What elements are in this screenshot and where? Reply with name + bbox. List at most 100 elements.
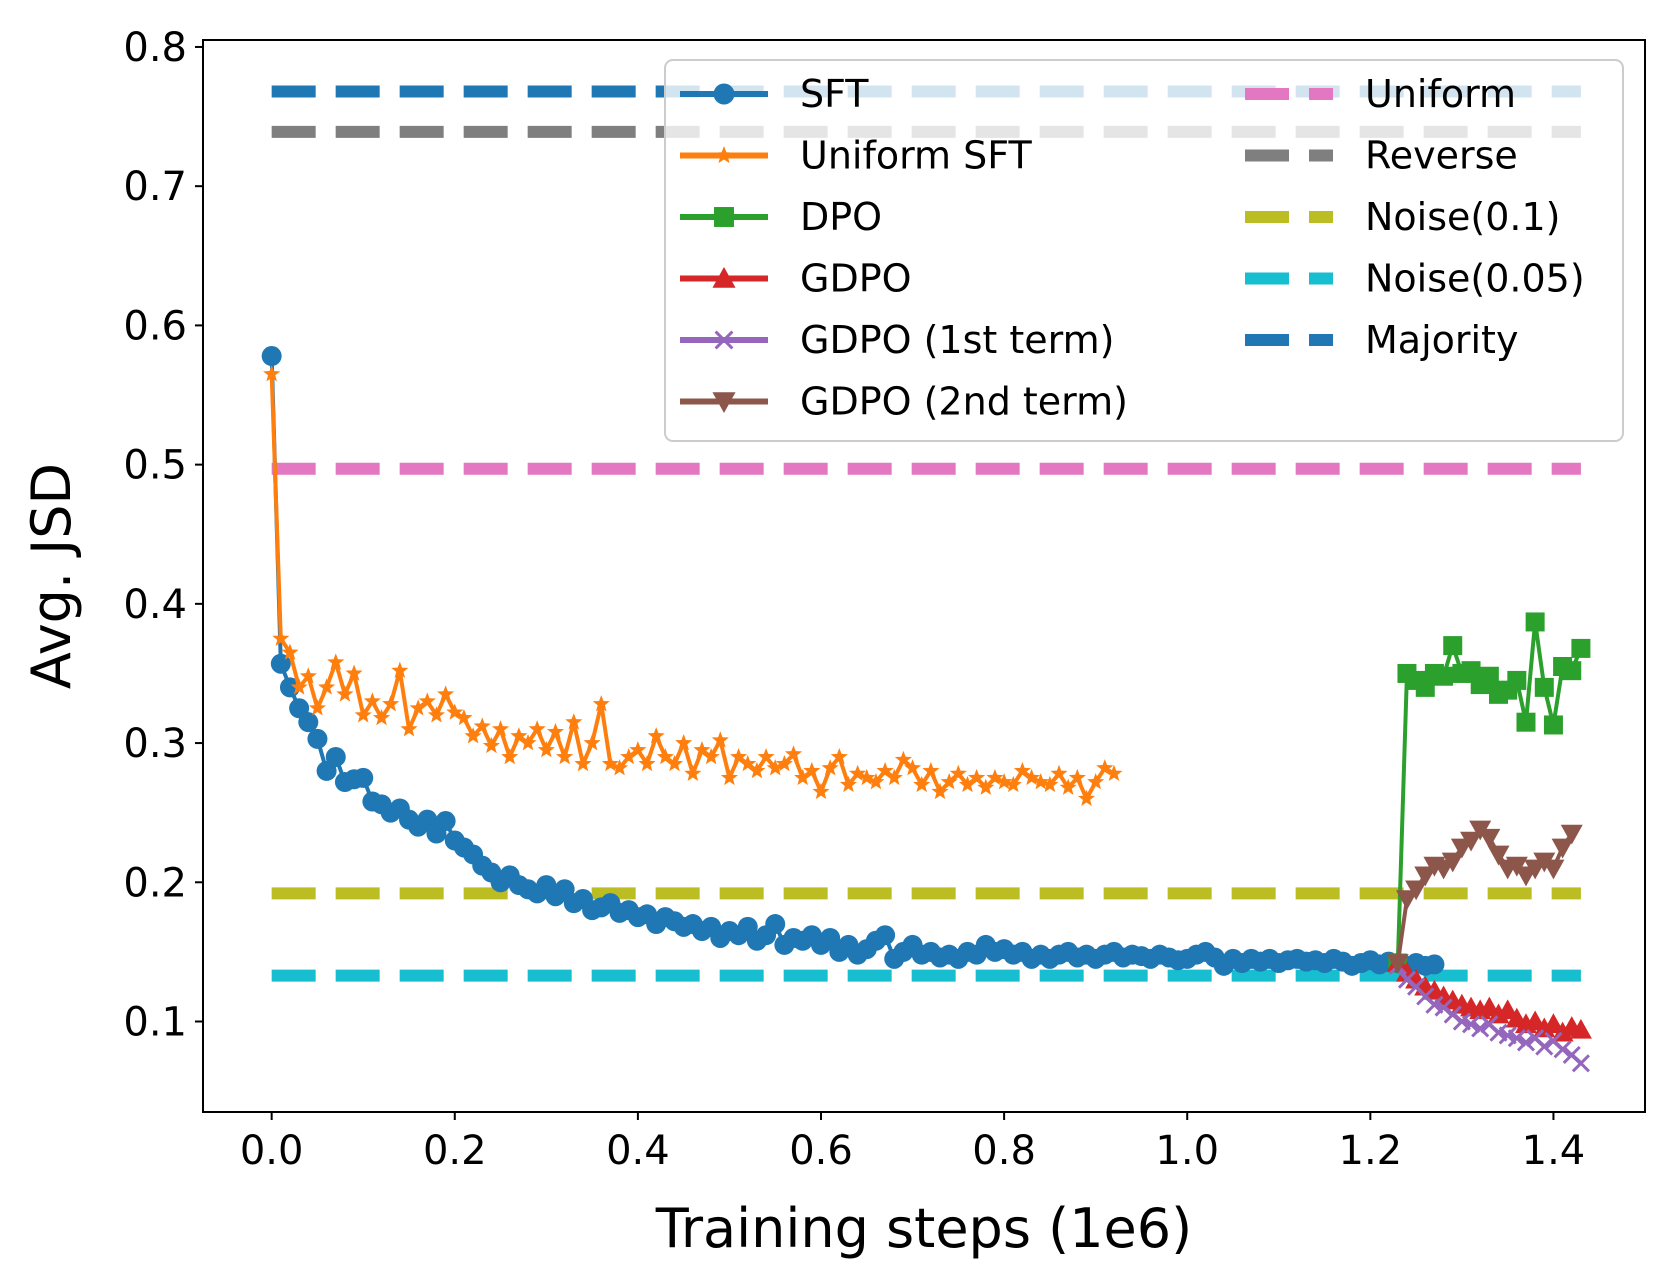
data-point-uniform-sft (308, 699, 326, 716)
data-point-uniform-sft (546, 722, 565, 740)
data-point-sft (1424, 954, 1445, 975)
data-point-uniform-sft (794, 768, 812, 786)
y-tick-label: 0.1 (123, 1000, 187, 1046)
legend-label: GDPO (1st term) (800, 318, 1114, 362)
x-tick-label: 1.0 (1155, 1128, 1219, 1174)
data-point-uniform-sft (336, 685, 354, 702)
data-point-dpo (1571, 638, 1591, 658)
data-point-uniform-sft (473, 717, 491, 734)
legend-entry-uniform-sft: Uniform SFT (680, 134, 1032, 178)
data-point-uniform-sft (656, 747, 674, 765)
series-line-sft (269, 355, 1435, 968)
data-point-uniform-sft (1068, 768, 1086, 786)
data-point-uniform-sft (702, 747, 720, 765)
data-point-uniform-sft (885, 768, 903, 786)
x-tick-label: 0.8 (972, 1128, 1036, 1174)
data-point-uniform-sft (830, 747, 848, 765)
y-tick-label: 0.5 (123, 443, 187, 489)
data-point-uniform-sft (318, 678, 336, 695)
legend-label: Uniform SFT (800, 134, 1032, 178)
data-point-uniform-sft (345, 664, 363, 681)
y-tick-label: 0.7 (123, 164, 187, 210)
data-point-uniform-sft (409, 699, 427, 716)
data-point-uniform-sft (492, 720, 510, 737)
legend-label: Noise(0.05) (1365, 257, 1585, 301)
data-point-gdpo-2nd-term (1414, 866, 1437, 887)
data-point-gdpo-1st-term (1553, 1040, 1572, 1059)
data-point-uniform-sft (977, 778, 995, 795)
data-point-uniform-sft (272, 629, 290, 646)
data-point-uniform-sft (922, 761, 940, 779)
data-point-dpo (1434, 666, 1454, 686)
data-point-uniform-sft (730, 747, 748, 765)
data-point-uniform-sft (665, 754, 684, 772)
legend-entry-gdpo-1st-term: GDPO (1st term) (680, 318, 1114, 362)
data-point-uniform-sft (940, 773, 958, 790)
data-point-uniform-sft (537, 741, 555, 758)
data-point-gdpo (1496, 999, 1519, 1020)
data-point-sft (435, 811, 456, 832)
y-tick-label: 0.8 (123, 25, 187, 71)
data-point-gdpo-2nd-term (1395, 890, 1418, 910)
legend: SFT Uniform SFT DPO GDPO GDPO (1st term) GDPO… (664, 59, 1624, 442)
data-point-gdpo-1st-term (1443, 1005, 1462, 1024)
data-point-gdpo-1st-term (1571, 1054, 1590, 1073)
data-point-uniform-sft (1059, 778, 1077, 795)
data-point-gdpo (1542, 1013, 1565, 1034)
data-point-sft (307, 728, 328, 749)
data-point-uniform-sft (1096, 759, 1114, 776)
data-point-uniform-sft (775, 754, 793, 772)
data-point-uniform-sft (784, 745, 803, 762)
plot-frame (202, 39, 1646, 1113)
data-point-uniform-sft (1105, 764, 1123, 781)
data-point-uniform-sft (519, 734, 537, 751)
legend-label: Reverse (1365, 134, 1518, 178)
legend-entry-noise-0-05: Noise(0.05) (1245, 257, 1585, 301)
data-point-uniform-sft (968, 768, 986, 786)
legend-marker (714, 330, 734, 350)
data-point-uniform-sft (281, 643, 299, 660)
data-point-uniform-sft (757, 747, 775, 765)
data-point-dpo (1516, 712, 1536, 732)
data-point-uniform-sft (821, 759, 839, 776)
data-point-sft (261, 346, 282, 367)
data-point-uniform-sft (482, 736, 500, 754)
legend-entry-gdpo: GDPO (680, 257, 912, 301)
x-tick-label: 1.2 (1339, 1128, 1403, 1174)
data-point-uniform-sft (1087, 773, 1105, 790)
data-point-uniform-sft (720, 768, 738, 786)
data-point-uniform-sft (684, 764, 702, 781)
x-tick-label: 0.6 (789, 1128, 853, 1174)
data-point-uniform-sft (510, 727, 528, 744)
data-point-gdpo (1569, 1018, 1592, 1039)
legend-label: SFT (800, 72, 869, 116)
data-point-uniform-sft (904, 759, 922, 776)
data-point-sft (353, 767, 374, 788)
data-point-uniform-sft (565, 713, 583, 730)
data-point-gdpo-2nd-term (1542, 859, 1565, 880)
data-point-uniform-sft (299, 667, 317, 684)
y-tick-label: 0.3 (123, 721, 187, 767)
x-tick-label: 0.0 (240, 1128, 304, 1174)
data-point-uniform-sft (766, 759, 784, 776)
legend-entry-sft: SFT (680, 72, 869, 116)
data-point-uniform-sft (601, 754, 619, 772)
data-point-gdpo-2nd-term (1487, 845, 1510, 866)
x-tick-label: 1.4 (1522, 1128, 1586, 1174)
data-point-uniform-sft (290, 678, 308, 695)
data-point-uniform-sft (574, 754, 592, 772)
y-tick-label: 0.6 (123, 303, 187, 349)
data-point-gdpo-1st-term (1397, 970, 1417, 989)
data-point-sft (875, 925, 896, 946)
data-point-uniform-sft (327, 653, 345, 670)
data-point-uniform-sft (931, 782, 949, 800)
data-point-uniform-sft (1004, 775, 1022, 793)
data-point-uniform-sft (382, 695, 400, 712)
data-point-uniform-sft (363, 692, 381, 709)
series-layer (261, 346, 1592, 1073)
data-point-uniform-sft (812, 782, 830, 800)
data-point-uniform-sft (391, 661, 409, 678)
legend-label: DPO (800, 195, 882, 239)
data-point-dpo (1479, 666, 1499, 686)
